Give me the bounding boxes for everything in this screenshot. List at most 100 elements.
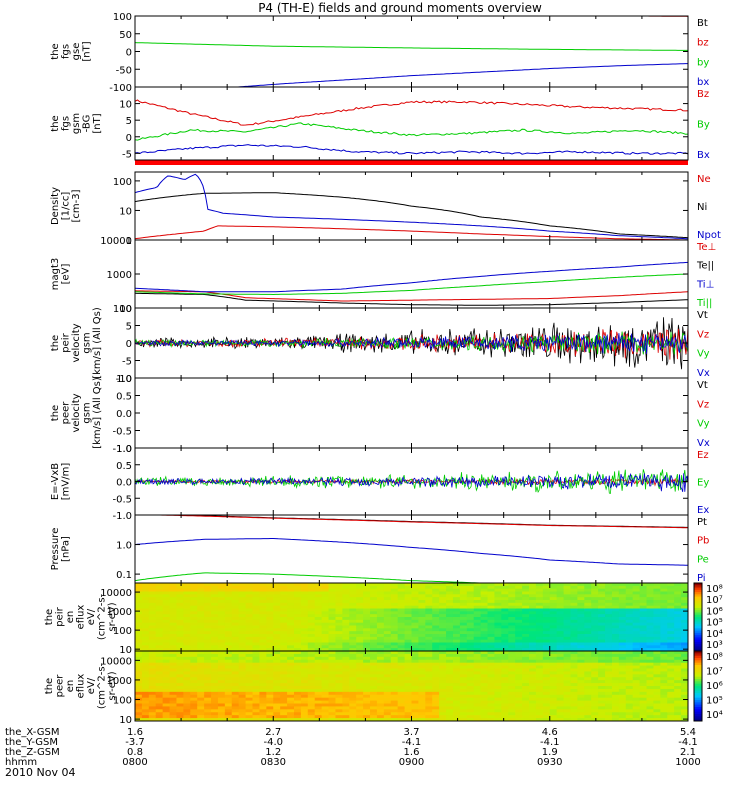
- legend-label: Bt: [697, 18, 708, 29]
- y-tick-label: -100: [109, 83, 132, 94]
- y-axis-label: eV/: [86, 677, 97, 694]
- y-tick-label: 0.1: [116, 570, 132, 581]
- legend-label: Pt: [697, 517, 707, 528]
- legend-label: Vt: [697, 310, 708, 321]
- ephemeris-value: 0.8: [127, 747, 143, 758]
- y-axis-label: [nPa]: [61, 536, 72, 562]
- y-tick-label: 100: [113, 626, 132, 637]
- y-tick-label: 0: [126, 133, 132, 144]
- ephemeris-value: -3.7: [125, 737, 145, 748]
- y-tick-label: 1000: [107, 676, 132, 687]
- legend-label: Bz: [697, 89, 709, 100]
- separator-bar: [135, 160, 688, 165]
- y-axis-label: [km/s] (All Qs): [92, 377, 103, 449]
- y-tick-label: 0.5: [116, 392, 132, 403]
- panel-density: Ne Ni Npot 100 10 1 Density [1/cc] [cm-3]: [50, 171, 721, 247]
- series-line: [135, 261, 688, 293]
- y-tick-label: 50: [119, 30, 132, 41]
- ephemeris-row-label: the_X-GSM: [5, 727, 59, 738]
- y-axis-label: the: [50, 405, 61, 421]
- y-tick-label: -50: [116, 65, 132, 76]
- series-line: [135, 333, 688, 354]
- series-line: [230, 63, 688, 87]
- y-tick-label: 100: [113, 177, 132, 188]
- y-axis-label: (cm^2-s-: [97, 593, 108, 640]
- panel-frame: [134, 15, 689, 88]
- legend-label: Ne: [697, 174, 711, 185]
- series-line: [135, 472, 688, 493]
- y-axis-label: eflux: [76, 605, 87, 630]
- y-axis-label: [1/cc]: [61, 192, 72, 221]
- panel-fgs-gse: Bt bz by bx 100 50 0 -50 -100 the fgs gse [nT]: [50, 12, 709, 94]
- legend-label: Vt: [697, 380, 708, 391]
- y-axis-label: E=-VxB: [50, 463, 61, 500]
- y-axis-label: eflux: [76, 674, 87, 699]
- y-axis-label: gsm: [82, 402, 93, 423]
- y-tick-label: 100: [113, 12, 132, 23]
- legend-label: Ti||: [696, 298, 712, 309]
- legend-label: Npot: [697, 230, 721, 241]
- panel-peer-en-eflux: 10⁸ 10⁷ 10⁶ 10⁵ 10⁴ 10000 1000 100 10 the peer en ef…: [44, 650, 723, 726]
- panel-magt3: Te⊥ Te|| Ti⊥ Ti|| 10000 1000 100 magt3 [eV]: [50, 236, 716, 315]
- y-axis-label: en: [65, 611, 76, 624]
- panel-frame: [134, 377, 689, 449]
- y-tick-label: 0: [126, 48, 132, 59]
- legend-label: Vy: [697, 349, 710, 360]
- y-axis-label: gse: [71, 43, 82, 61]
- y-axis-label: magt3: [50, 258, 61, 291]
- legend-label: Te⊥: [696, 242, 716, 253]
- y-axis-label: fgs: [61, 44, 72, 59]
- y-tick-label: 0: [126, 339, 132, 350]
- y-tick-label: 100: [113, 304, 132, 315]
- y-tick-label: -1.0: [112, 511, 132, 522]
- y-axis-label: sr-eV): [107, 671, 118, 700]
- y-axis-label: -BG: [82, 115, 93, 133]
- y-tick-label: 10: [119, 645, 132, 656]
- y-tick-label: -0.5: [112, 427, 132, 438]
- y-tick-label: -5: [122, 149, 132, 160]
- y-tick-label: 5: [126, 322, 132, 333]
- x-axis-ephemeris: the_X-GSMthe_Y-GSMthe_Z-GSMhhmm1.6-3.70.…: [5, 727, 701, 768]
- y-axis-label: [cm-3]: [71, 189, 82, 222]
- legend-label: Te||: [696, 261, 714, 272]
- series-line: [135, 42, 688, 51]
- ephemeris-row-label: the_Y-GSM: [5, 737, 58, 748]
- ephemeris-value: 1.6: [404, 747, 420, 758]
- y-axis-label: the: [44, 609, 55, 625]
- y-axis-label: peir: [55, 606, 66, 626]
- series-line: [135, 469, 688, 495]
- y-axis-label: the: [44, 678, 55, 694]
- y-tick-label: -0.5: [112, 494, 132, 505]
- y-axis-label: peer: [61, 401, 72, 425]
- y-axis-label: [mV/m]: [61, 463, 72, 501]
- colorbar-tick-label: 10⁷: [706, 595, 723, 606]
- legend-label: Vx: [697, 438, 710, 449]
- panel-frame: [134, 239, 689, 309]
- y-axis-label: the: [50, 115, 61, 131]
- y-tick-label: 100: [113, 696, 132, 707]
- ephemeris-value: 4.6: [542, 727, 558, 738]
- panel-frame: [134, 86, 689, 161]
- y-tick-label: 1000: [107, 270, 132, 281]
- ephemeris-value: 0900: [399, 757, 424, 768]
- y-axis-label: [nT]: [82, 41, 93, 61]
- legend-label: Pb: [697, 536, 709, 547]
- y-axis-label: [km/s] (All Qs): [92, 307, 103, 379]
- series-line: [135, 273, 688, 296]
- panel-fgs-gsm: Bz By Bx 10 5 0 -5 the fgs gsm -BG [nT]: [50, 86, 710, 161]
- date-label: 2010 Nov 04: [5, 766, 75, 779]
- ephemeris-value: 0830: [261, 757, 286, 768]
- series-line: [135, 325, 688, 360]
- legend-label: Ez: [697, 450, 709, 461]
- y-axis-label: the: [50, 335, 61, 351]
- panel-exb: Ez Ey Ex 1.0 0.5 0.0 -0.5 -1.0 E=-VxB [mV/m]: [50, 444, 709, 522]
- ephemeris-value: 3.7: [404, 727, 420, 738]
- y-tick-label: 5: [126, 116, 132, 127]
- series-line: [135, 173, 688, 240]
- legend-label: Pi: [697, 573, 706, 584]
- colorbar-tick-label: 10⁶: [706, 681, 723, 692]
- legend-label: bx: [697, 77, 709, 88]
- y-axis-label: (cm^2-s-: [97, 662, 108, 709]
- legend-label: Pe: [697, 554, 709, 565]
